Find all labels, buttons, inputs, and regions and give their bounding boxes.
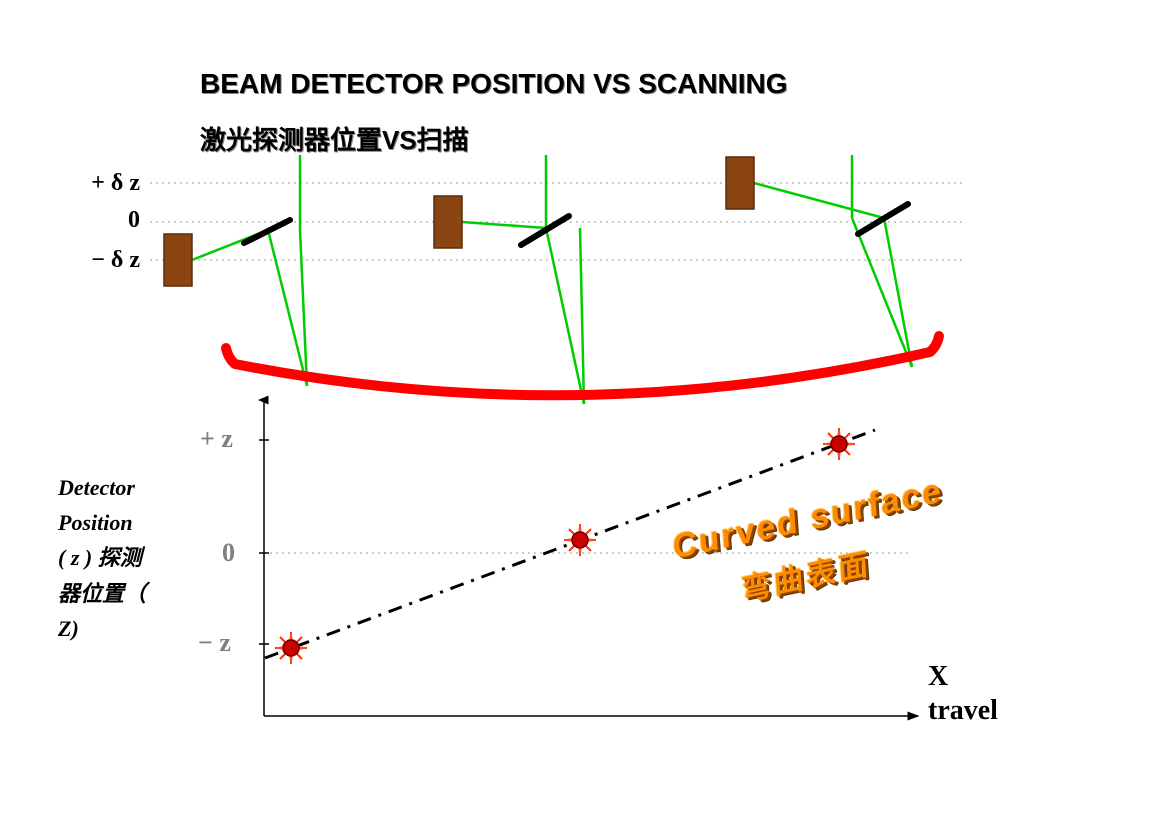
chart-x-axis-title: X travel (928, 660, 998, 727)
x-axis-line2: travel (928, 695, 998, 726)
x-axis-line1: X (928, 661, 948, 692)
